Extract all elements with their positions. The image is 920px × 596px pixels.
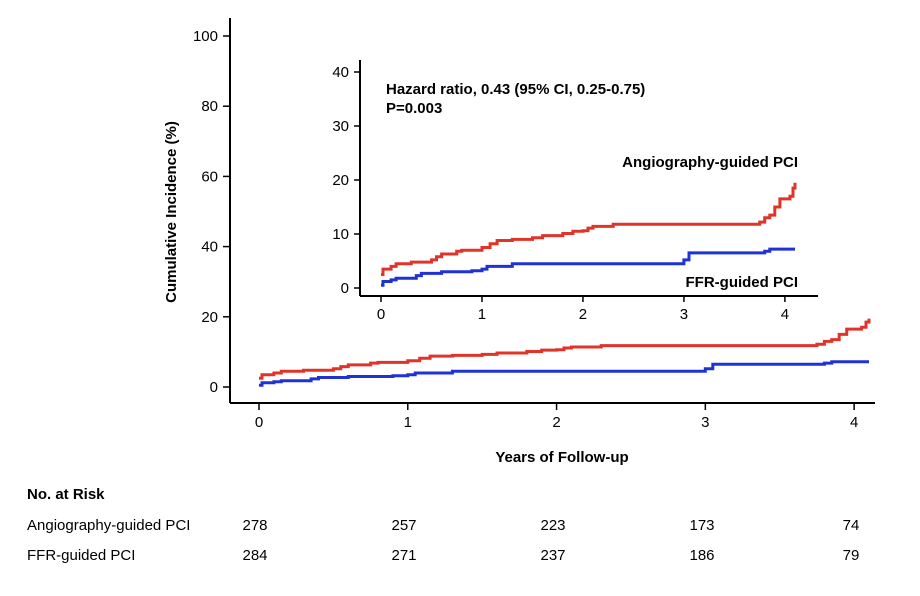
risk-table-title: No. at Risk: [27, 486, 105, 503]
series-label-angiography: Angiography-guided PCI: [622, 154, 798, 171]
series-line-angiography: [259, 318, 871, 380]
risk-value: 74: [842, 517, 860, 534]
y-tick-label: 40: [332, 64, 349, 81]
y-tick-label: 30: [332, 118, 349, 135]
x-axis-title: Years of Follow-up: [495, 449, 628, 466]
x-tick-label: 1: [404, 414, 412, 431]
risk-value: 284: [242, 547, 268, 564]
x-tick-label: 0: [377, 306, 385, 323]
y-tick-label: 80: [201, 98, 218, 115]
series-label-ffr: FFR-guided PCI: [686, 274, 799, 291]
y-axis-title: Cumulative Incidence (%): [163, 121, 180, 303]
risk-row-angiography: Angiography-guided PCI 278 257 223 173 7…: [0, 517, 920, 537]
y-tick-label: 10: [332, 226, 349, 243]
y-tick-label: 0: [210, 379, 218, 396]
x-tick-label: 2: [579, 306, 587, 323]
y-tick-label: 20: [201, 309, 218, 326]
x-tick-label: 3: [701, 414, 709, 431]
x-tick-label: 4: [850, 414, 858, 431]
x-tick-label: 3: [680, 306, 688, 323]
y-tick-label: 40: [201, 239, 218, 256]
risk-value: 271: [391, 547, 417, 564]
risk-row-label: Angiography-guided PCI: [27, 517, 191, 534]
y-tick-label: 100: [193, 28, 218, 45]
x-tick-label: 0: [255, 414, 263, 431]
risk-value: 173: [689, 517, 715, 534]
risk-value: 257: [391, 517, 417, 534]
risk-value: 237: [540, 547, 566, 564]
p-value-text: P=0.003: [386, 100, 442, 117]
risk-value: 223: [540, 517, 566, 534]
hazard-ratio-text: Hazard ratio, 0.43 (95% CI, 0.25-0.75): [386, 81, 645, 98]
risk-row-label: FFR-guided PCI: [27, 547, 136, 564]
x-tick-label: 1: [478, 306, 486, 323]
x-tick-label: 2: [552, 414, 560, 431]
y-tick-label: 20: [332, 172, 349, 189]
risk-value: 79: [842, 547, 860, 564]
series-line-ffr: [259, 360, 869, 387]
risk-row-ffr: FFR-guided PCI 284 271 237 186 79: [0, 547, 920, 567]
y-tick-label: 60: [201, 168, 218, 185]
risk-value: 186: [689, 547, 715, 564]
risk-value: 278: [242, 517, 268, 534]
x-tick-label: 4: [781, 306, 789, 323]
series-line-angiography: [381, 182, 797, 276]
series-line-ffr: [381, 247, 795, 287]
y-tick-label: 0: [341, 280, 349, 297]
